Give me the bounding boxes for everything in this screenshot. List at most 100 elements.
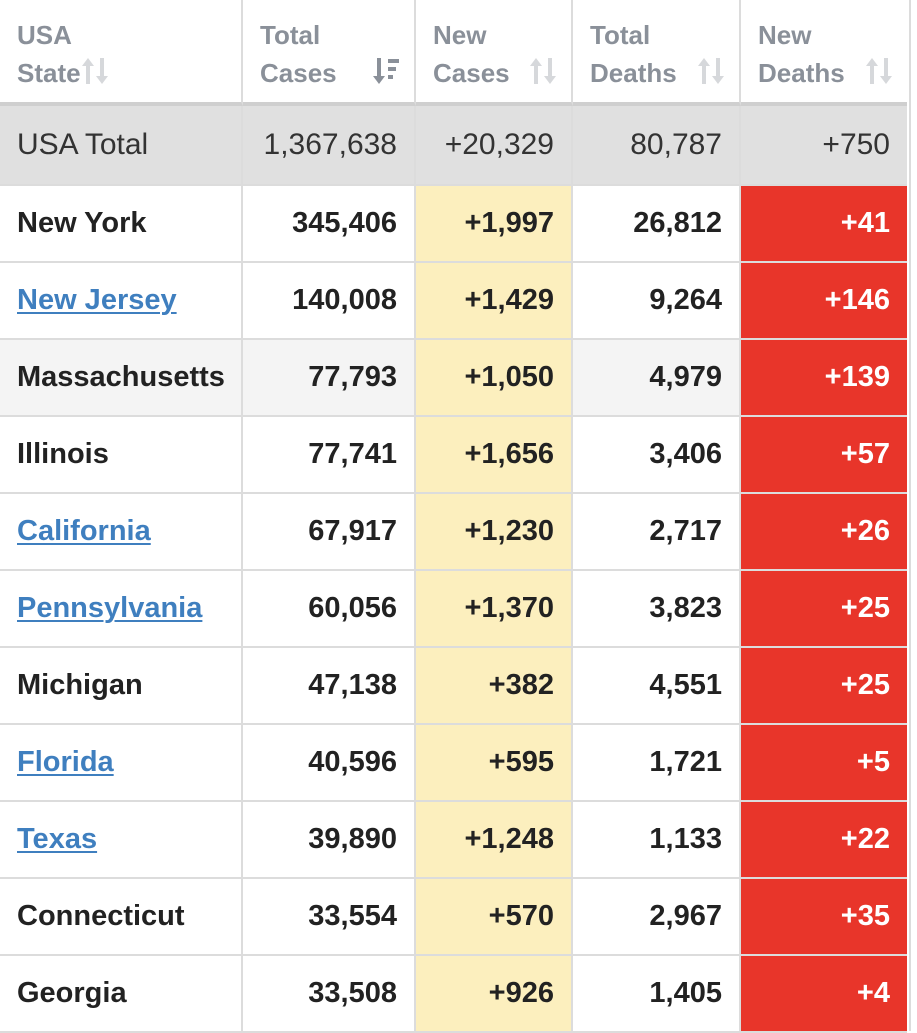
new-cases-cell: +926 — [416, 956, 573, 1033]
state-cell: Florida — [0, 725, 243, 802]
table-row: Georgia 33,508 +926 1,405 +4 — [0, 956, 917, 1033]
new-cases-cell: +570 — [416, 879, 573, 956]
sort-arrows-icon[interactable] — [865, 56, 893, 86]
sort-descending-icon[interactable] — [372, 56, 400, 86]
new-cases-cell: +1,050 — [416, 340, 573, 417]
new-deaths-cell: +5 — [741, 725, 907, 802]
new-cases-cell: +595 — [416, 725, 573, 802]
table-row: Pennsylvania 60,056 +1,370 3,823 +25 — [0, 571, 917, 648]
state-name: Michigan — [17, 669, 143, 701]
new-deaths-cell: +25 — [741, 648, 907, 725]
total-cases-cell: 40,596 — [243, 725, 416, 802]
table-row: Illinois 77,741 +1,656 3,406 +57 — [0, 417, 917, 494]
total-cases-cell: 140,008 — [243, 263, 416, 340]
usa-total-row: USA Total 1,367,638 +20,329 80,787 +750 — [0, 106, 917, 186]
state-cell: Pennsylvania — [0, 571, 243, 648]
state-link[interactable]: Texas — [17, 823, 98, 855]
total-deaths-cell: 4,979 — [573, 340, 741, 417]
total-deaths-cell: 2,967 — [573, 879, 741, 956]
table-row: New York 345,406 +1,997 26,812 +41 — [0, 186, 917, 263]
state-link[interactable]: New Jersey — [17, 284, 177, 316]
sort-arrows-icon[interactable] — [697, 56, 725, 86]
state-cell: Massachusetts — [0, 340, 243, 417]
state-name: Connecticut — [17, 900, 185, 932]
state-cell: Texas — [0, 802, 243, 879]
new-cases-cell: +382 — [416, 648, 573, 725]
new-deaths-cell: +35 — [741, 879, 907, 956]
table-row: Texas 39,890 +1,248 1,133 +22 — [0, 802, 917, 879]
total-cases-cell: 1,367,638 — [243, 106, 416, 186]
total-deaths-cell: 1,133 — [573, 802, 741, 879]
total-cases-cell: 47,138 — [243, 648, 416, 725]
header-new-cases[interactable]: New Cases — [416, 0, 573, 106]
state-cell: New Jersey — [0, 263, 243, 340]
header-new-deaths[interactable]: New Deaths — [741, 0, 907, 106]
new-cases-cell: +1,230 — [416, 494, 573, 571]
header-label: USA State — [17, 20, 81, 88]
header-label: New Deaths — [758, 20, 845, 88]
header-total-cases[interactable]: Total Cases — [243, 0, 416, 106]
new-cases-cell: +1,370 — [416, 571, 573, 648]
sort-arrows-icon[interactable] — [81, 56, 109, 86]
new-deaths-cell: +4 — [741, 956, 907, 1033]
total-deaths-cell: 1,405 — [573, 956, 741, 1033]
total-cases-cell: 345,406 — [243, 186, 416, 263]
new-deaths-cell: +57 — [741, 417, 907, 494]
total-cases-cell: 77,793 — [243, 340, 416, 417]
total-deaths-cell: 80,787 — [573, 106, 741, 186]
total-new-cases-cell: +20,329 — [416, 106, 573, 186]
table-body: New York 345,406 +1,997 26,812 +41 New J… — [0, 186, 917, 1033]
new-deaths-cell: +25 — [741, 571, 907, 648]
state-link[interactable]: California — [17, 515, 151, 547]
state-cell: Georgia — [0, 956, 243, 1033]
total-new-deaths-cell: +750 — [741, 106, 907, 186]
total-deaths-cell: 3,823 — [573, 571, 741, 648]
table-row: Connecticut 33,554 +570 2,967 +35 — [0, 879, 917, 956]
table-row: Florida 40,596 +595 1,721 +5 — [0, 725, 917, 802]
state-cell: California — [0, 494, 243, 571]
state-cell: New York — [0, 186, 243, 263]
new-cases-cell: +1,429 — [416, 263, 573, 340]
header-label: Total Cases — [260, 20, 337, 88]
state-cell: Illinois — [0, 417, 243, 494]
total-deaths-cell: 2,717 — [573, 494, 741, 571]
state-link[interactable]: Pennsylvania — [17, 592, 203, 624]
state-name: Massachusetts — [17, 361, 225, 393]
total-cases-cell: 60,056 — [243, 571, 416, 648]
total-deaths-cell: 9,264 — [573, 263, 741, 340]
total-cases-cell: 33,508 — [243, 956, 416, 1033]
new-cases-cell: +1,248 — [416, 802, 573, 879]
new-cases-cell: +1,656 — [416, 417, 573, 494]
table-row: Massachusetts 77,793 +1,050 4,979 +139 — [0, 340, 917, 417]
state-link[interactable]: Florida — [17, 746, 114, 778]
new-deaths-cell: +26 — [741, 494, 907, 571]
total-deaths-cell: 4,551 — [573, 648, 741, 725]
table-row: Michigan 47,138 +382 4,551 +25 — [0, 648, 917, 725]
new-deaths-cell: +22 — [741, 802, 907, 879]
total-deaths-cell: 3,406 — [573, 417, 741, 494]
header-label: New Cases — [433, 20, 510, 88]
new-deaths-cell: +41 — [741, 186, 907, 263]
header-usa-state[interactable]: USA State — [0, 0, 243, 106]
header-total-deaths[interactable]: Total Deaths — [573, 0, 741, 106]
table-row: California 67,917 +1,230 2,717 +26 — [0, 494, 917, 571]
new-deaths-cell: +146 — [741, 263, 907, 340]
total-cases-cell: 77,741 — [243, 417, 416, 494]
total-cases-cell: 67,917 — [243, 494, 416, 571]
header-label: Total Deaths — [590, 20, 677, 88]
total-cases-cell: 33,554 — [243, 879, 416, 956]
state-cell: Connecticut — [0, 879, 243, 956]
sort-arrows-icon[interactable] — [529, 56, 557, 86]
state-cell: Michigan — [0, 648, 243, 725]
total-deaths-cell: 1,721 — [573, 725, 741, 802]
total-state-cell: USA Total — [0, 106, 243, 186]
table-header: USA State Total Cases — [0, 0, 917, 106]
state-name: Georgia — [17, 977, 127, 1009]
state-name: Illinois — [17, 438, 109, 470]
total-cases-cell: 39,890 — [243, 802, 416, 879]
state-name: New York — [17, 207, 147, 239]
total-deaths-cell: 26,812 — [573, 186, 741, 263]
new-deaths-cell: +139 — [741, 340, 907, 417]
new-cases-cell: +1,997 — [416, 186, 573, 263]
